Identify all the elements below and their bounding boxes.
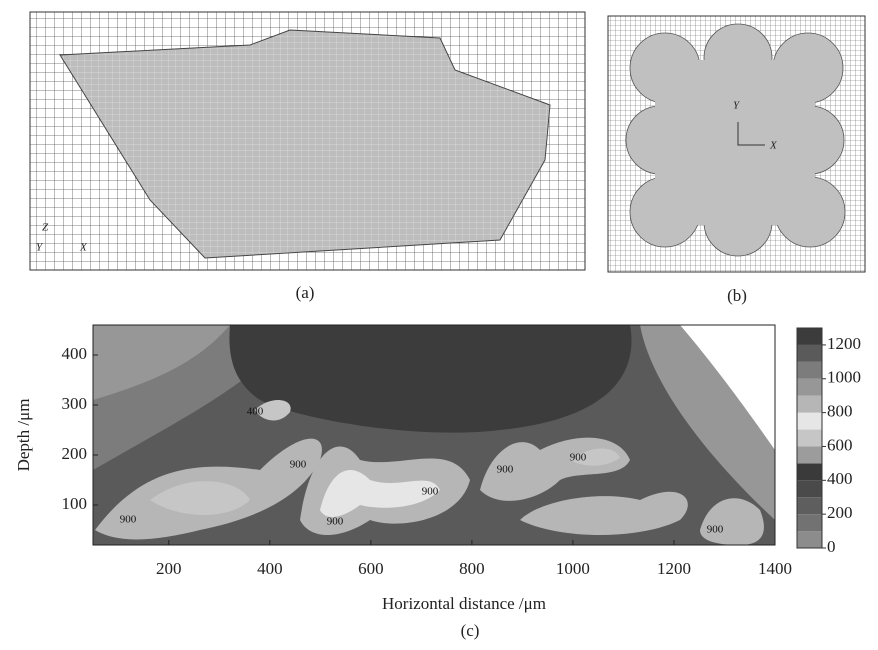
colorbar-tick-label: 1200 [827,334,861,353]
x-tick-label: 1400 [758,559,792,578]
colorbar-box [797,480,822,497]
y-tick-label: 300 [62,394,88,413]
colorbar-tick-label: 200 [827,503,853,522]
colorbar-box [797,379,822,396]
contour-label: 900 [422,486,439,498]
y-tick-label: 100 [62,494,88,513]
x-tick-label: 800 [459,559,485,578]
colorbar-tick-label: 800 [827,402,853,421]
x-axis-label: Horizontal distance /μm [382,594,546,613]
panel-a: Z Y X (a) [30,12,585,302]
contour-label: 900 [707,524,724,536]
colorbar-tick-label: 600 [827,435,853,454]
x-tick-label: 400 [257,559,283,578]
y-axis-label: Depth /μm [14,399,33,472]
x-tick-label: 1000 [556,559,590,578]
colorbar-box [797,531,822,548]
x-tick-label: 200 [156,559,182,578]
panel-label: (b) [727,286,747,305]
panel-label: (c) [461,621,480,640]
colorbar-box [797,514,822,531]
colorbar-box [797,446,822,463]
colorbar-box [797,345,822,362]
colorbar-box [797,497,822,514]
axis-letter: X [79,242,88,254]
contour-label: 900 [570,452,587,464]
colorbar-box [797,362,822,379]
colorbar-box [797,396,822,413]
contour-label: 900 [497,464,514,476]
colorbar-tick-label: 400 [827,469,853,488]
colorbar-tick-label: 1000 [827,368,861,387]
x-tick-label: 1200 [657,559,691,578]
y-tick-label: 200 [62,444,88,463]
figure: Z Y X (a) Y X (b) 400 900 900 900 900 900 900 9… [0,0,878,645]
y-tick-label: 400 [62,344,88,363]
contour-label: 900 [290,459,307,471]
panel-label: (a) [296,283,315,302]
colorbar-tick-label: 0 [827,537,836,556]
laser-spot [626,24,845,256]
colorbar-box [797,413,822,430]
panel-b: Y X (b) [608,16,865,305]
colorbar-box [797,430,822,447]
colorbar-box [797,328,822,345]
contour-label: 900 [120,514,137,526]
contour-label: 900 [327,516,344,528]
axis-letter: X [769,140,778,152]
axis-letter: Z [42,222,49,234]
colorbar-box [797,463,822,480]
x-tick-label: 600 [358,559,384,578]
contour-label: 400 [247,406,264,418]
